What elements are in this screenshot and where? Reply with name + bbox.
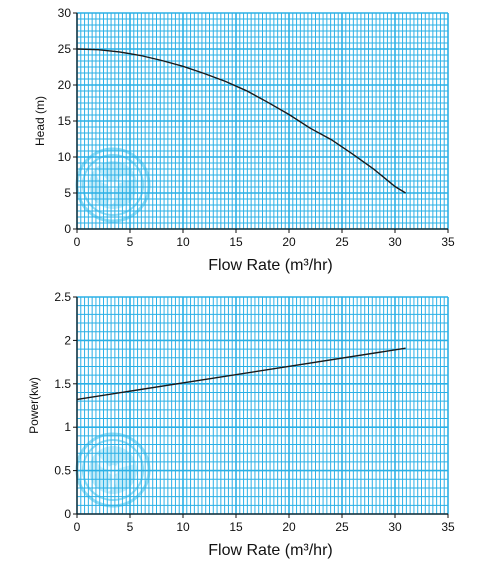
y-tick-label: 2 <box>64 333 71 347</box>
y-axis-label: Head (m) <box>33 96 47 146</box>
x-tick-label: 35 <box>441 235 455 249</box>
chart-grid <box>76 12 449 230</box>
fan-logo-watermark-icon <box>75 147 151 223</box>
x-tick-label: 20 <box>282 235 296 249</box>
x-tick-label: 30 <box>388 235 402 249</box>
power-curve-line <box>76 347 406 401</box>
y-tick-label: 0.5 <box>54 464 71 478</box>
head-curve-line <box>76 48 406 194</box>
power-vs-flow-chart: 0 5 10 15 20 25 30 35 0 0.5 1 1.5 2 2.5 Power(kw) Flow … <box>27 290 455 559</box>
x-tick-label: 15 <box>229 520 243 534</box>
x-tick-label: 10 <box>176 520 190 534</box>
x-tick-label: 25 <box>335 520 349 534</box>
x-tick-label: 5 <box>127 235 134 249</box>
x-tick-label: 20 <box>282 520 296 534</box>
x-tick-label: 10 <box>176 235 190 249</box>
y-tick-label: 15 <box>58 114 72 128</box>
y-tick-label: 5 <box>64 186 71 200</box>
x-tick-label: 25 <box>335 235 349 249</box>
x-tick-label: 0 <box>74 520 81 534</box>
y-tick-label: 1.5 <box>54 377 71 391</box>
x-tick-label: 0 <box>74 235 81 249</box>
chart-grid <box>76 296 449 515</box>
y-axis-label: Power(kw) <box>27 377 41 434</box>
y-tick-label: 0 <box>64 222 71 236</box>
x-tick-label: 5 <box>127 520 134 534</box>
y-tick-label: 20 <box>58 78 72 92</box>
y-tick-label: 10 <box>58 150 72 164</box>
y-tick-label: 1 <box>64 420 71 434</box>
head-vs-flow-chart: 0 5 10 15 20 25 30 35 0 5 10 15 20 25 30 Head (m) Flow R… <box>33 6 455 274</box>
x-axis-label: Flow Rate (m³/hr) <box>208 257 332 274</box>
y-tick-label: 25 <box>58 42 72 56</box>
y-tick-label: 2.5 <box>54 290 71 304</box>
x-tick-label: 35 <box>441 520 455 534</box>
x-axis-label: Flow Rate (m³/hr) <box>208 542 332 559</box>
y-tick-label: 30 <box>58 6 72 20</box>
x-tick-label: 15 <box>229 235 243 249</box>
y-tick-label: 0 <box>64 507 71 521</box>
x-tick-label: 30 <box>388 520 402 534</box>
